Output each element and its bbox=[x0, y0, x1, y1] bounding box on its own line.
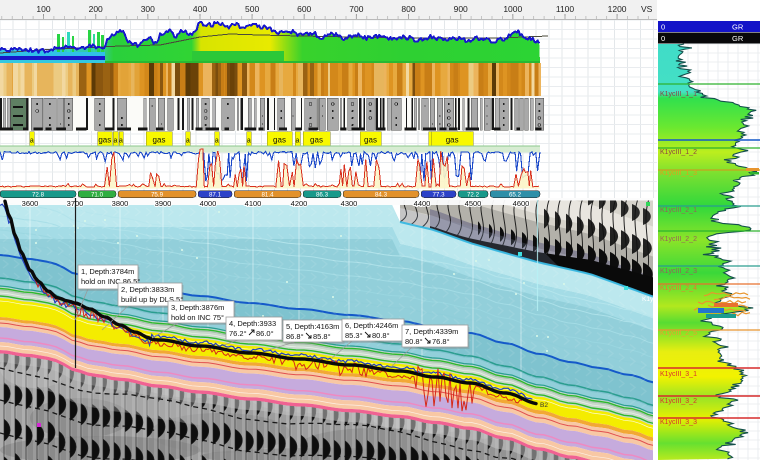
svg-text:80.8°: 80.8° bbox=[372, 331, 390, 340]
svg-text:84.3: 84.3 bbox=[375, 191, 388, 198]
svg-text:0: 0 bbox=[661, 34, 665, 43]
svg-text:200: 200 bbox=[89, 4, 103, 14]
svg-text:71.0: 71.0 bbox=[91, 191, 104, 198]
svg-text:4300: 4300 bbox=[341, 199, 358, 208]
svg-text:72.8: 72.8 bbox=[32, 191, 45, 198]
svg-text:K1ycIII_2_5: K1ycIII_2_5 bbox=[660, 330, 697, 337]
svg-text:a: a bbox=[296, 138, 300, 145]
svg-text:K1ycIII_3_2: K1ycIII_3_2 bbox=[660, 398, 697, 405]
svg-text:2, Depth:3833m: 2, Depth:3833m bbox=[121, 285, 174, 294]
svg-text:85.3°: 85.3° bbox=[345, 331, 363, 340]
svg-text:3900: 3900 bbox=[155, 199, 172, 208]
svg-text:4400: 4400 bbox=[414, 199, 431, 208]
svg-text:K1ycIII_1_2: K1ycIII_1_2 bbox=[660, 149, 697, 156]
svg-text:86.8°: 86.8° bbox=[286, 332, 304, 341]
svg-text:gas: gas bbox=[446, 136, 459, 145]
svg-text:76.2°: 76.2° bbox=[229, 329, 247, 338]
svg-text:86.0°: 86.0° bbox=[256, 329, 274, 338]
svg-text:85.8°: 85.8° bbox=[313, 332, 331, 341]
svg-text:a: a bbox=[186, 138, 190, 145]
svg-text:77.3: 77.3 bbox=[432, 191, 445, 198]
svg-text:build up by DLS 5°: build up by DLS 5° bbox=[121, 295, 183, 304]
svg-text:4600: 4600 bbox=[513, 199, 530, 208]
svg-text:700: 700 bbox=[349, 4, 363, 14]
svg-text:K1ycIII_1_1: K1ycIII_1_1 bbox=[660, 91, 697, 98]
svg-text:4100: 4100 bbox=[245, 199, 262, 208]
svg-text:gas: gas bbox=[364, 136, 377, 145]
svg-text:400: 400 bbox=[193, 4, 207, 14]
svg-text:K1ycIII_1_3: K1ycIII_1_3 bbox=[660, 170, 697, 177]
svg-text:86.3: 86.3 bbox=[316, 191, 329, 198]
svg-text:K1ycIII_2_3: K1ycIII_2_3 bbox=[660, 268, 697, 275]
svg-text:gas: gas bbox=[273, 136, 286, 145]
svg-text:a: a bbox=[215, 138, 219, 145]
svg-text:800: 800 bbox=[401, 4, 415, 14]
svg-text:100: 100 bbox=[36, 4, 50, 14]
svg-text:4500: 4500 bbox=[465, 199, 482, 208]
svg-text:hold on INC 75°: hold on INC 75° bbox=[171, 313, 224, 322]
svg-text:K1ycIII_2_1: K1ycIII_2_1 bbox=[660, 207, 697, 214]
svg-text:hold on INC 86.5°: hold on INC 86.5° bbox=[81, 277, 140, 286]
svg-text:K1ycIII_2_4: K1ycIII_2_4 bbox=[660, 285, 697, 292]
svg-text:1100: 1100 bbox=[556, 4, 575, 14]
svg-text:1000: 1000 bbox=[503, 4, 522, 14]
svg-text:600: 600 bbox=[297, 4, 311, 14]
svg-text:K1ycIII_2_2: K1ycIII_2_2 bbox=[660, 236, 697, 243]
svg-text:K1ycIII_3_3: K1ycIII_3_3 bbox=[660, 419, 697, 426]
svg-text:B2: B2 bbox=[540, 402, 548, 409]
svg-text:gas: gas bbox=[98, 136, 111, 145]
svg-text:72.2: 72.2 bbox=[467, 191, 480, 198]
svg-text:87.1: 87.1 bbox=[209, 191, 222, 198]
svg-text:76.8°: 76.8° bbox=[432, 337, 450, 346]
svg-text:3600: 3600 bbox=[22, 199, 39, 208]
svg-text:4000: 4000 bbox=[200, 199, 217, 208]
svg-text:K1ycIII_3_1: K1ycIII_3_1 bbox=[660, 371, 697, 378]
svg-text:K1yc: K1yc bbox=[642, 296, 657, 303]
svg-text:81.4: 81.4 bbox=[261, 191, 274, 198]
svg-text:gas: gas bbox=[310, 136, 323, 145]
svg-text:80.8°: 80.8° bbox=[405, 337, 423, 346]
svg-text:1200: 1200 bbox=[608, 4, 627, 14]
svg-text:gas: gas bbox=[153, 136, 166, 145]
svg-text:GR: GR bbox=[732, 23, 744, 32]
svg-text:500: 500 bbox=[245, 4, 259, 14]
svg-text:a: a bbox=[114, 138, 118, 145]
svg-text:300: 300 bbox=[141, 4, 155, 14]
svg-text:5, Depth:4163m: 5, Depth:4163m bbox=[286, 322, 339, 331]
svg-text:65.2: 65.2 bbox=[509, 191, 522, 198]
svg-text:6, Depth:4246m: 6, Depth:4246m bbox=[345, 321, 398, 330]
svg-text:VS: VS bbox=[641, 4, 653, 14]
svg-text:0: 0 bbox=[661, 23, 665, 32]
svg-text:a: a bbox=[247, 138, 251, 145]
svg-text:a: a bbox=[119, 138, 123, 145]
svg-text:75.9: 75.9 bbox=[151, 191, 164, 198]
svg-text:4200: 4200 bbox=[291, 199, 308, 208]
svg-text:a: a bbox=[30, 138, 34, 145]
svg-text:3, Depth:3876m: 3, Depth:3876m bbox=[171, 303, 224, 312]
svg-text:900: 900 bbox=[454, 4, 468, 14]
svg-text:4, Depth:3933: 4, Depth:3933 bbox=[229, 319, 276, 328]
svg-text:1, Depth:3784m: 1, Depth:3784m bbox=[81, 267, 134, 276]
svg-text:7, Depth:4339m: 7, Depth:4339m bbox=[405, 327, 458, 336]
svg-text:GR: GR bbox=[732, 34, 744, 43]
svg-text:3800: 3800 bbox=[112, 199, 129, 208]
